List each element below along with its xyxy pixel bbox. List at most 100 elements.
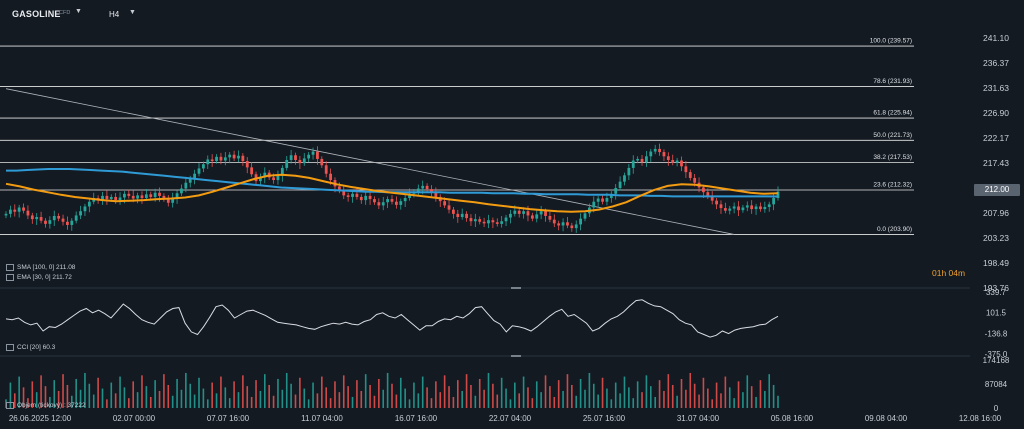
volume-bar: [588, 372, 591, 408]
pane-dividers: [0, 287, 970, 357]
volume-bar: [356, 380, 358, 408]
ema-settings-icon[interactable]: [6, 274, 14, 281]
candle-body: [351, 193, 354, 197]
candle-body: [171, 198, 175, 203]
candle-body: [74, 215, 78, 221]
volume-bar: [470, 384, 472, 408]
candle-body: [544, 211, 547, 216]
candle-body: [377, 202, 381, 206]
candle-body: [140, 195, 144, 199]
sma-legend[interactable]: SMA [100, 0] 211.08: [6, 264, 75, 271]
cci-settings-icon[interactable]: [6, 344, 14, 351]
volume-bar: [764, 390, 766, 408]
sma-settings-icon[interactable]: [6, 264, 14, 271]
volume-bar: [632, 398, 635, 408]
time-tick-label: 22.07 04:00: [489, 414, 532, 423]
volume-bar: [755, 396, 757, 408]
volume-legend[interactable]: Objem (tickový) : 37222: [6, 402, 86, 409]
volume-bar: [351, 396, 354, 408]
symbol-name[interactable]: GASOLINE: [12, 9, 61, 19]
candle-body: [337, 186, 341, 191]
fib-label: 61.8 (225.94): [873, 110, 912, 117]
cci-legend[interactable]: CCI [20] 60.3: [6, 344, 55, 351]
volume-bar: [373, 395, 376, 408]
volume-bar: [628, 387, 630, 408]
timeframe-selector[interactable]: H4: [109, 10, 120, 19]
candle-body: [653, 148, 657, 152]
fibonacci-retracement: 100.0 (239.57) 78.6 (231.93) 61.8 (225.94)…: [0, 38, 914, 235]
volume-bar: [57, 390, 60, 408]
volume-bar: [693, 383, 696, 408]
candle-body: [491, 220, 495, 223]
candle-body: [307, 154, 311, 159]
volume-bar: [505, 388, 507, 408]
volume-bar: [663, 390, 665, 408]
volume-bar: [141, 375, 143, 408]
candle-body: [425, 185, 429, 190]
volume-bar: [342, 375, 345, 408]
candle-body: [26, 210, 30, 216]
symbol-dropdown-icon[interactable]: ▼: [75, 8, 82, 15]
volume-bar: [307, 399, 310, 408]
volume-settings-icon[interactable]: [6, 402, 14, 409]
cci-legend-text: CCI [20] 60.3: [17, 344, 56, 352]
volume-bar: [487, 372, 490, 408]
volume-bar: [237, 392, 240, 408]
volume-bar: [777, 395, 779, 408]
volume-bar: [597, 394, 599, 408]
volume-bar: [62, 374, 64, 408]
volume-bar: [136, 392, 139, 408]
volume-bar: [496, 394, 499, 408]
time-tick-label: 16.07 16:00: [395, 414, 438, 423]
volume-bar: [206, 399, 209, 408]
candle-body: [535, 214, 539, 219]
volume-bar: [483, 389, 485, 408]
candle-body: [210, 159, 214, 162]
price-tick-label: 203.23: [983, 233, 1009, 243]
candle-body: [430, 189, 433, 193]
candle-body: [495, 222, 499, 224]
candle-body: [245, 161, 249, 168]
volume-bar: [724, 376, 727, 408]
ema-legend[interactable]: EMA [30, 0] 211.72: [6, 274, 72, 281]
volume-bar: [421, 376, 424, 408]
volume-bar: [92, 394, 95, 408]
time-tick-label: 12.08 16:00: [959, 414, 1002, 423]
candle-body: [517, 210, 521, 214]
candle-body: [605, 198, 609, 202]
volume-bar: [566, 374, 569, 408]
candle-body: [675, 160, 679, 163]
candle-body: [22, 207, 25, 211]
volume-bar: [202, 388, 205, 408]
volume-bar: [321, 376, 323, 408]
candle-body: [342, 190, 346, 196]
volume-bar: [500, 377, 503, 408]
volume-bar: [79, 389, 82, 408]
volume-bar: [522, 376, 525, 408]
candle-body: [184, 182, 188, 189]
candle-countdown-timer: 01h 04m: [932, 268, 966, 278]
volume-tick-label: 87084: [985, 380, 1008, 389]
timeframe-dropdown-icon[interactable]: ▼: [129, 9, 136, 16]
volume-bar: [294, 394, 297, 408]
price-tick-label: 207.96: [983, 208, 1009, 218]
candle-body: [522, 211, 525, 214]
time-tick-label: 25.07 16:00: [583, 414, 626, 423]
volume-bar: [478, 378, 481, 408]
candle-body: [737, 206, 740, 211]
volume-bar: [189, 383, 192, 408]
volume-bar: [325, 387, 328, 408]
volume-bar: [715, 382, 718, 408]
candle-body: [48, 220, 52, 224]
candle-body: [8, 209, 12, 214]
volume-legend-text: Objem (tickový) : 37222: [17, 402, 86, 410]
candle-body: [741, 207, 745, 211]
volume-bar: [277, 378, 279, 408]
candle-body: [645, 156, 648, 163]
candle-body: [745, 205, 749, 208]
candle-body: [61, 218, 65, 222]
volume-bar: [145, 386, 148, 408]
candle-body: [504, 217, 508, 222]
volume-bar: [759, 380, 762, 408]
